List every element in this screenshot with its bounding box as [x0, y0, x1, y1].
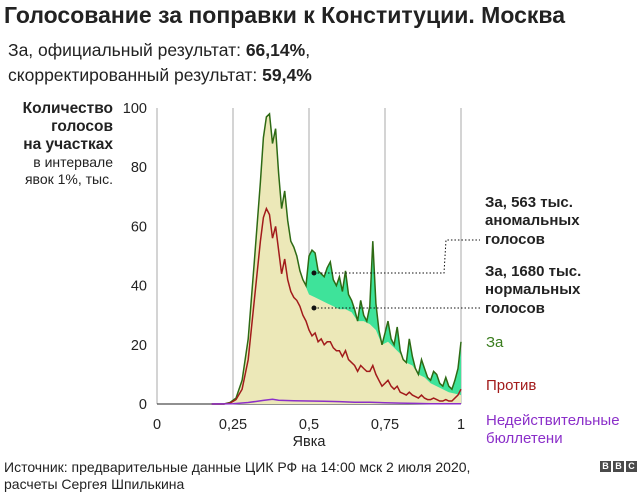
anomalous-leader-line	[314, 239, 480, 274]
annotation-leaders	[311, 239, 480, 311]
subtitle-comma: ,	[305, 40, 311, 60]
y-axis-subtitle-line: в интервале	[33, 154, 113, 170]
y-axis-title: Количество голосов на участках	[0, 100, 113, 154]
x-tick-label: 0,5	[299, 417, 319, 433]
y-axis-subtitle: в интервале явок 1%, тыс.	[0, 154, 113, 188]
annotation-anomalous-line: За, 563 тыс.	[485, 194, 573, 211]
x-tick-label: 0,75	[371, 417, 399, 433]
subtitle-corrected-value: 59,4%	[262, 65, 312, 85]
source-line: Источник: предварительные данные ЦИК РФ …	[4, 459, 471, 475]
legend-invalid-line1: Недействительные	[486, 412, 620, 429]
bbc-logo-letter: B	[613, 461, 624, 472]
source-note: Источник: предварительные данные ЦИК РФ …	[4, 459, 470, 493]
y-tick-label: 40	[131, 279, 147, 295]
annotation-normal-line: нормальных	[485, 281, 581, 298]
y-tick-label: 60	[131, 219, 147, 235]
y-tick-label: 80	[131, 160, 147, 176]
bbc-logo: B B C	[600, 461, 637, 472]
subtitle-corrected-label: скорректированный результат:	[8, 65, 263, 85]
chart-title: Голосование за поправки к Конституции. М…	[4, 2, 566, 28]
invalid-series-line	[211, 398, 461, 405]
legend-za: За	[486, 334, 504, 351]
x-axis-label: Явка	[293, 434, 327, 450]
y-tick-label: 100	[123, 101, 147, 117]
annotation-normal-line: За, 1680 тыс.	[485, 263, 581, 280]
y-tick-label: 0	[139, 397, 147, 413]
subtitle-line-1: За, официальный результат: 66,14%,	[8, 40, 310, 61]
x-tick-label: 0	[153, 417, 161, 433]
subtitle-line-2: скорректированный результат: 59,4%	[8, 65, 312, 86]
bbc-logo-letter: C	[626, 461, 637, 472]
annotation-anomalous-line: аномальных	[485, 212, 580, 229]
normal-votes-area	[211, 113, 461, 405]
y-axis-title-line: голосов	[51, 118, 113, 135]
y-axis-subtitle-line: явок 1%, тыс.	[24, 171, 113, 187]
source-line: расчеты Сергея Шпилькина	[4, 476, 185, 492]
x-tick-label: 1	[457, 417, 465, 433]
y-axis-title-line: на участках	[23, 136, 113, 153]
za-series-line	[211, 112, 462, 405]
annotation-normal: За, 1680 тыс. нормальных голосов	[485, 263, 581, 317]
annotation-anomalous-line: голосов	[485, 231, 545, 248]
x-tick-label: 0,25	[219, 417, 247, 433]
subtitle-official-value: 66,14%	[245, 40, 306, 60]
annotation-normal-line: голосов	[485, 300, 545, 317]
y-axis-title-line: Количество	[22, 100, 113, 117]
axis-ticks: 0 0,25 0,5 0,75 1 0 20 40 60 80 100	[123, 101, 465, 433]
legend-protiv: Против	[486, 377, 536, 394]
bbc-logo-letter: B	[600, 461, 611, 472]
legend-invalid-line2: бюллетени	[486, 430, 563, 447]
subtitle-official-label: За, официальный результат:	[8, 40, 246, 60]
y-tick-label: 20	[131, 338, 147, 354]
protiv-series-line	[211, 206, 462, 405]
annotation-anomalous: За, 563 тыс. аномальных голосов	[485, 194, 580, 248]
